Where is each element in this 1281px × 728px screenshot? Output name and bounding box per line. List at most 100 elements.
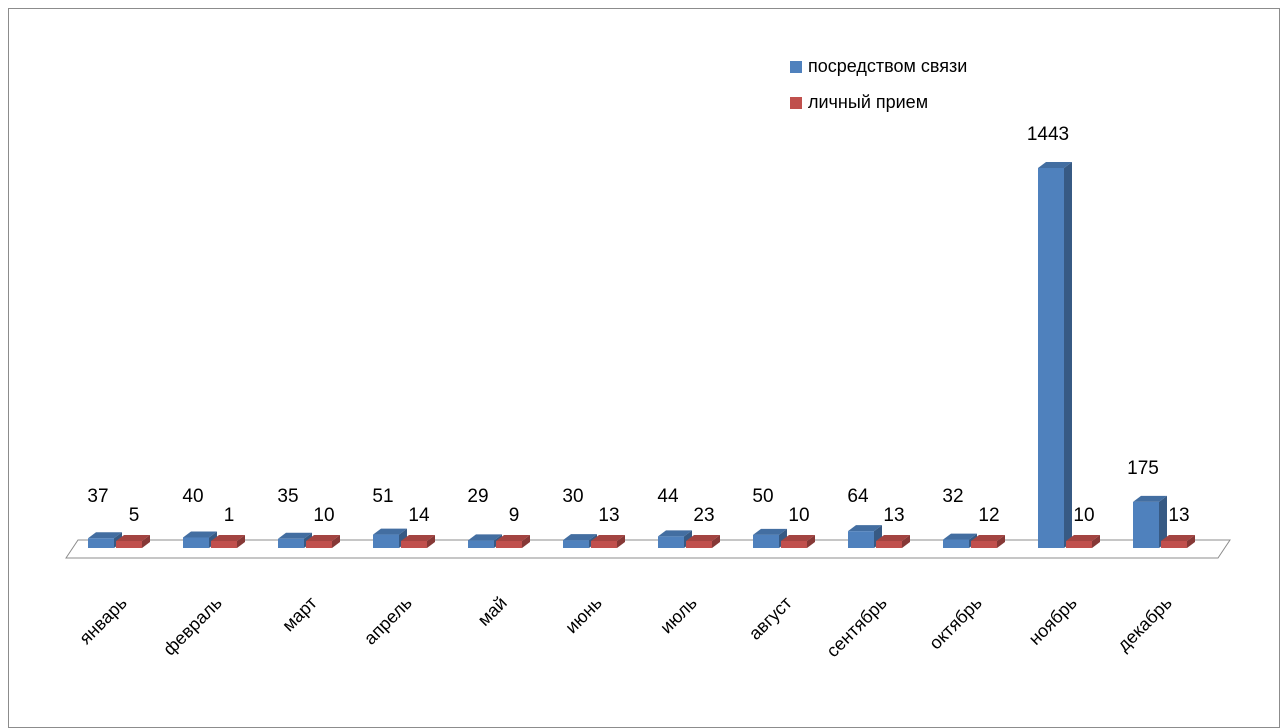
bar-top-priem-12 [1161, 535, 1195, 541]
bar-side-priem-1 [142, 535, 150, 548]
data-label-priem-12: 13 [1168, 505, 1189, 526]
bar-priem-11 [1066, 541, 1092, 548]
bar-top-priem-2 [211, 535, 245, 541]
data-label-svyaz-4: 51 [372, 486, 393, 507]
bar-svyaz-10 [943, 539, 969, 548]
bar-priem-7 [686, 541, 712, 548]
data-label-svyaz-6: 30 [562, 486, 583, 507]
bar-top-priem-6 [591, 535, 625, 541]
bar-side-priem-12 [1187, 535, 1195, 548]
bar-side-priem-7 [712, 535, 720, 548]
bar-top-svyaz-8 [753, 528, 787, 535]
bar-side-priem-5 [522, 535, 530, 548]
bar-svyaz-11 [1038, 168, 1064, 548]
bar-side-svyaz-11 [1064, 162, 1072, 548]
category-label-1: январь [75, 593, 130, 648]
bar-side-priem-9 [902, 535, 910, 548]
data-label-priem-5: 9 [509, 505, 520, 526]
category-label-8: август [745, 593, 796, 644]
bar-top-svyaz-11 [1038, 162, 1072, 168]
data-label-priem-10: 12 [978, 505, 999, 526]
data-label-priem-9: 13 [883, 505, 904, 526]
bar-top-svyaz-10 [943, 533, 977, 540]
category-label-2: февраль [159, 593, 226, 660]
data-label-priem-6: 13 [598, 505, 619, 526]
category-label-10: октябрь [925, 593, 986, 654]
data-label-svyaz-7: 44 [657, 486, 679, 507]
bar-top-svyaz-3 [278, 532, 312, 539]
bar-svyaz-9 [848, 531, 874, 548]
bar-svyaz-8 [753, 534, 779, 548]
bar-top-svyaz-1 [88, 532, 122, 539]
data-label-svyaz-5: 29 [467, 486, 488, 507]
bar-priem-6 [591, 541, 617, 548]
bar-svyaz-7 [658, 536, 684, 548]
category-label-4: апрель [360, 593, 416, 649]
bar-priem-12 [1161, 541, 1187, 548]
data-label-svyaz-11: 1443 [1027, 124, 1069, 145]
data-label-priem-8: 10 [788, 505, 809, 526]
bar-priem-2 [211, 541, 237, 548]
bar-side-priem-8 [807, 535, 815, 548]
bar-svyaz-5 [468, 540, 494, 548]
data-label-priem-1: 5 [129, 505, 140, 526]
category-label-7: июль [656, 593, 701, 638]
bar-priem-5 [496, 541, 522, 548]
bar-side-priem-11 [1092, 535, 1100, 548]
data-label-svyaz-12: 175 [1127, 458, 1159, 479]
bar-side-priem-4 [427, 535, 435, 548]
bar-side-priem-6 [617, 535, 625, 548]
bar-top-svyaz-9 [848, 525, 882, 532]
category-label-6: июнь [561, 593, 605, 637]
data-label-priem-11: 10 [1073, 505, 1094, 526]
bar-svyaz-3 [278, 538, 304, 548]
bar-top-svyaz-7 [658, 530, 692, 537]
data-label-svyaz-1: 37 [87, 486, 108, 507]
data-label-svyaz-2: 40 [182, 486, 203, 507]
bar-top-priem-4 [401, 535, 435, 541]
bar-top-priem-3 [306, 535, 340, 541]
bar-priem-9 [876, 541, 902, 548]
bar-top-priem-1 [116, 535, 150, 541]
bar-svyaz-2 [183, 537, 209, 548]
data-label-priem-2: 1 [224, 505, 235, 526]
legend-swatch-1 [790, 61, 802, 73]
bar-top-priem-5 [496, 535, 530, 541]
data-label-priem-4: 14 [408, 505, 430, 526]
bar-top-priem-11 [1066, 535, 1100, 541]
bar-svyaz-12 [1133, 501, 1159, 548]
bar-side-priem-10 [997, 535, 1005, 548]
data-label-svyaz-9: 64 [847, 486, 869, 507]
bar-top-priem-8 [781, 535, 815, 541]
category-label-3: март [278, 593, 321, 636]
bar-svyaz-6 [563, 540, 589, 548]
legend-label-1: посредством связи [808, 56, 967, 76]
category-label-5: май [474, 593, 511, 630]
legend-label-2: личный прием [808, 92, 928, 112]
bar-side-svyaz-12 [1159, 495, 1167, 548]
bar-side-priem-3 [332, 535, 340, 548]
bar-top-svyaz-6 [563, 534, 597, 541]
bar-top-svyaz-12 [1133, 495, 1167, 502]
bar-top-svyaz-4 [373, 528, 407, 535]
legend-swatch-2 [790, 97, 802, 109]
bar-priem-1 [116, 541, 142, 548]
bar-priem-8 [781, 541, 807, 548]
data-label-priem-3: 10 [313, 505, 334, 526]
bar-priem-10 [971, 541, 997, 548]
data-label-svyaz-3: 35 [277, 486, 298, 507]
bar-priem-4 [401, 541, 427, 548]
bar-svyaz-4 [373, 534, 399, 548]
data-label-svyaz-10: 32 [942, 486, 963, 507]
bar-top-priem-10 [971, 535, 1005, 541]
chart-floor [65, 539, 1231, 559]
category-label-9: сентябрь [822, 593, 890, 661]
bar-top-priem-9 [876, 535, 910, 541]
bar-side-priem-2 [237, 535, 245, 548]
bar-chart: 37 5 январь 40 1 февраль 35 10 март 51 14 апрель 29 9… [65, 56, 1231, 661]
category-label-11: ноябрь [1025, 593, 1081, 649]
data-label-svyaz-8: 50 [752, 486, 773, 507]
bar-svyaz-1 [88, 538, 114, 548]
data-label-priem-7: 23 [693, 505, 714, 526]
category-label-12: декабрь [1113, 593, 1176, 656]
